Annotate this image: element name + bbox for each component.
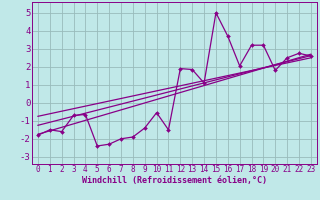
X-axis label: Windchill (Refroidissement éolien,°C): Windchill (Refroidissement éolien,°C) <box>82 176 267 185</box>
